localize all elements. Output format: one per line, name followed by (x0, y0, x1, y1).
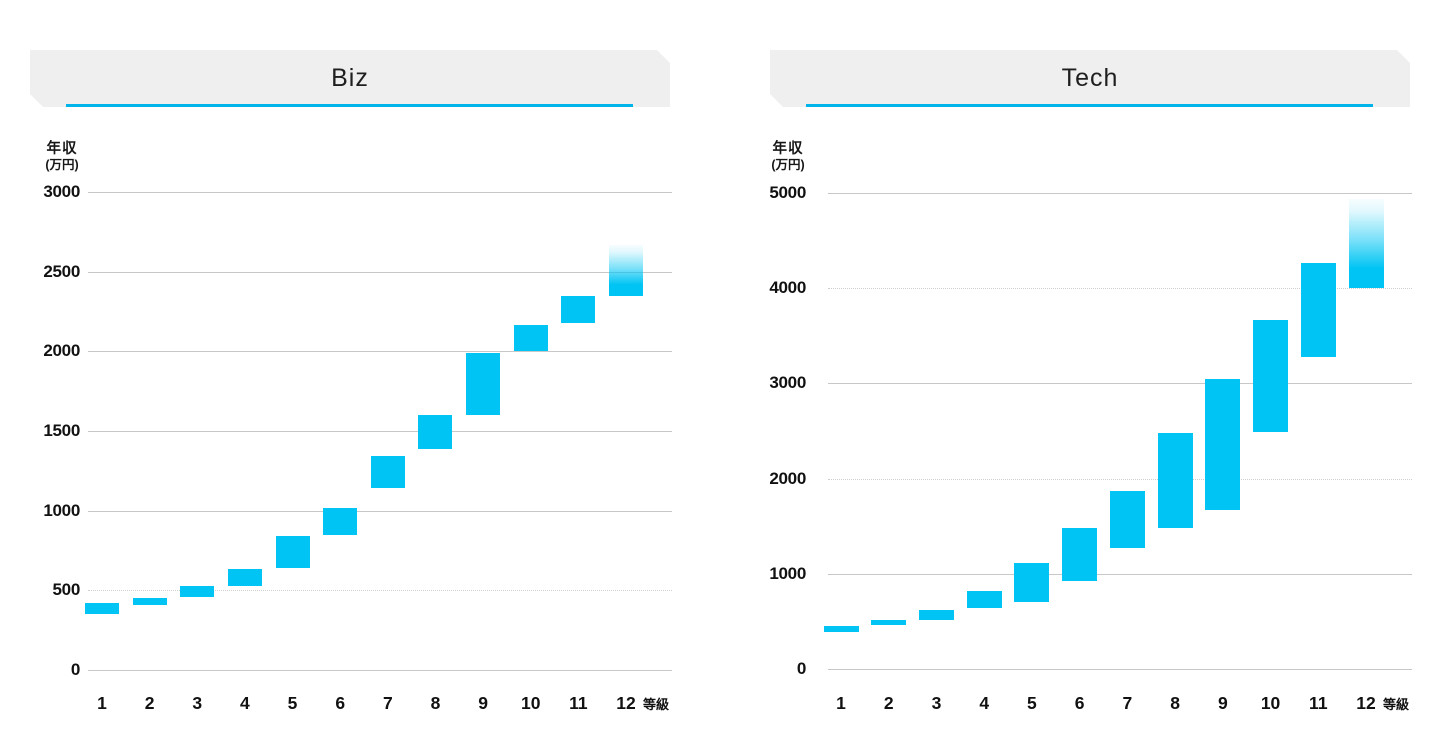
y-tick-label-3000: 3000 (769, 373, 806, 393)
x-tick-label-grade-5: 5 (1027, 693, 1037, 713)
y-tick-label-2500: 2500 (43, 261, 80, 281)
salary-band-bar-grade-6 (1062, 528, 1098, 581)
x-tick-label-grade-5: 5 (287, 693, 298, 713)
y-tick-label-1000: 1000 (43, 500, 80, 520)
y-axis-unit-line2: (万円) (45, 158, 79, 172)
salary-band-bar-grade-3 (918, 609, 954, 620)
x-tick-label-grade-8: 8 (430, 693, 441, 713)
gridline-3000 (828, 383, 1412, 385)
gridline-2500 (88, 271, 672, 273)
y-tick-label-1000: 1000 (769, 563, 806, 583)
x-tick-label-grade-11: 11 (569, 693, 588, 713)
salary-band-bar-grade-9 (466, 352, 501, 416)
salary-band-bar-grade-2 (871, 620, 907, 626)
gridline-1000 (88, 510, 672, 512)
salary-band-bar-grade-8 (418, 415, 453, 449)
x-tick-label-grade-2: 2 (144, 693, 155, 713)
salary-band-bar-grade-2 (132, 597, 167, 605)
salary-band-bar-grade-7 (370, 456, 405, 489)
x-axis-unit-label: 等級 (643, 697, 670, 712)
salary-band-bar-grade-6 (323, 508, 358, 536)
salary-band-bar-grade-11 (1300, 263, 1336, 358)
x-tick-label-grade-12: 12 (616, 693, 636, 713)
salary-band-bar-grade-11 (561, 296, 596, 324)
x-tick-label-grade-1: 1 (836, 693, 846, 713)
salary-band-bar-grade-12 (609, 245, 644, 297)
y-tick-label-2000: 2000 (43, 341, 80, 361)
x-tick-label-grade-4: 4 (240, 693, 250, 713)
x-tick-label-grade-6: 6 (1074, 693, 1085, 713)
x-axis-unit-label: 等級 (1383, 697, 1410, 712)
chart-panel-biz: Biz 年収 (万円) 3000 2500 2000 1500 1000 500 0 1 2 3 4… (0, 0, 700, 754)
y-tick-label-4000: 4000 (769, 278, 806, 298)
chart-title-biz: Biz (331, 64, 369, 92)
salary-band-bar-grade-7 (1109, 490, 1145, 548)
salary-band-bar-grade-10 (1253, 320, 1289, 433)
y-tick-label-2000: 2000 (769, 468, 806, 488)
y-tick-label-0: 0 (70, 660, 80, 679)
gridline-0 (828, 669, 1412, 670)
x-tick-label-grade-12: 12 (1356, 693, 1376, 713)
y-axis-unit-line2: (万円) (771, 158, 805, 172)
gridline-3000 (88, 192, 672, 193)
x-tick-label-grade-6: 6 (335, 693, 346, 713)
x-tick-label-grade-3: 3 (192, 693, 203, 713)
y-tick-label-0: 0 (796, 659, 806, 678)
x-tick-label-grade-2: 2 (883, 693, 894, 713)
gridline-500 (88, 590, 672, 592)
chart-header-tech: Tech (770, 50, 1410, 107)
y-tick-label-500: 500 (52, 580, 81, 600)
chart-title-tech: Tech (1061, 64, 1119, 92)
x-tick-label-grade-3: 3 (931, 693, 942, 713)
x-tick-label-grade-7: 7 (1122, 693, 1133, 713)
x-tick-label-grade-9: 9 (1217, 693, 1228, 713)
y-tick-label-1500: 1500 (43, 421, 80, 440)
gridline-4000 (828, 288, 1412, 290)
salary-band-bar-grade-10 (513, 325, 548, 352)
y-tick-label-3000: 3000 (43, 182, 80, 201)
x-tick-label-grade-1: 1 (97, 693, 107, 713)
gridline-0 (88, 670, 672, 671)
gridline-1500 (88, 431, 672, 432)
salary-band-bar-grade-5 (1014, 562, 1050, 603)
title-underline (806, 104, 1373, 107)
x-tick-label-grade-7: 7 (382, 693, 393, 713)
salary-band-bar-grade-5 (275, 536, 310, 569)
title-underline (66, 104, 633, 107)
y-axis-unit-line1: 年収 (46, 141, 78, 157)
x-tick-label-grade-10: 10 (521, 693, 541, 713)
y-axis-unit-line1: 年収 (772, 141, 804, 157)
x-tick-label-grade-11: 11 (1309, 693, 1328, 713)
x-tick-label-grade-9: 9 (478, 693, 488, 713)
gridline-2000 (828, 478, 1412, 480)
salary-band-bar-grade-4 (966, 590, 1002, 609)
salary-band-bar-grade-4 (227, 568, 262, 587)
gridline-5000 (828, 193, 1412, 194)
salary-band-bar-grade-3 (180, 585, 215, 598)
x-tick-label-grade-8: 8 (1170, 693, 1180, 713)
y-tick-label-5000: 5000 (769, 183, 806, 202)
gridline-1000 (828, 573, 1412, 575)
salary-band-bar-grade-8 (1157, 432, 1193, 528)
salary-band-bar-grade-1 (85, 603, 119, 615)
x-tick-label-grade-4: 4 (979, 693, 990, 713)
x-tick-label-grade-10: 10 (1260, 693, 1281, 713)
salary-band-bar-grade-12 (1348, 198, 1384, 289)
salary-band-bar-grade-1 (823, 625, 859, 632)
chart-panel-tech: Tech 年収 (万円) 5000 4000 3000 2000 1000 0 1 2 3 4 5 6… (740, 0, 1440, 754)
chart-header-biz: Biz (30, 50, 670, 107)
gridline-2000 (88, 351, 672, 353)
salary-band-bar-grade-9 (1205, 379, 1241, 510)
